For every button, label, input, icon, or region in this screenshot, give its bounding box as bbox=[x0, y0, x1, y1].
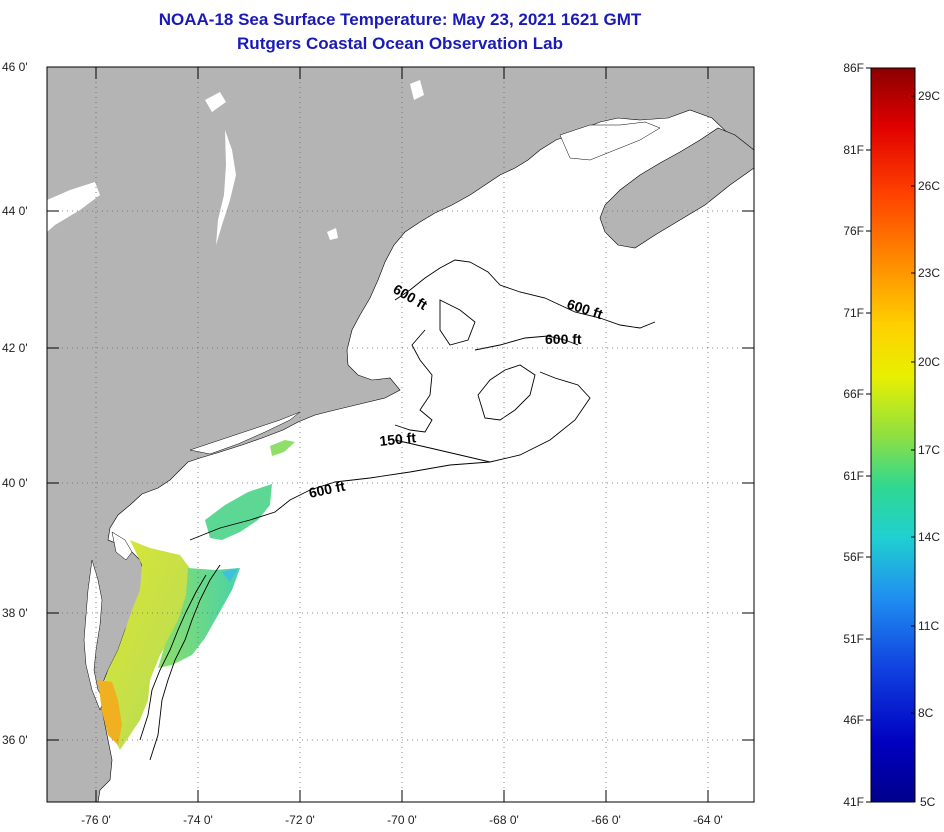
contour-shelf-edge-south bbox=[149, 564, 221, 761]
colorbar-fahrenheit-label: 81F bbox=[843, 143, 864, 157]
contour-600ft-south bbox=[189, 461, 491, 541]
colorbar-celsius-ticks bbox=[911, 95, 915, 714]
colorbar-fahrenheit-label: 66F bbox=[843, 387, 864, 401]
colorbar-ticks bbox=[866, 67, 871, 803]
land-mainland bbox=[47, 67, 754, 802]
lat-tick-label: 44 0' bbox=[2, 204, 28, 218]
colorbar-celsius-label: 29C bbox=[918, 89, 940, 103]
sst-swath-ny bbox=[270, 440, 295, 456]
lake-small-1 bbox=[205, 92, 226, 112]
colorbar-fahrenheit-label: 86F bbox=[843, 61, 864, 75]
bathymetry-contours bbox=[139, 259, 656, 761]
sst-swath-south bbox=[102, 540, 195, 750]
colorbar-celsius-label: 17C bbox=[918, 443, 940, 457]
axis-ticks bbox=[47, 67, 754, 802]
lon-tick-label: -66 0' bbox=[591, 813, 621, 827]
colorbar-celsius-label: 14C bbox=[918, 530, 940, 544]
lat-tick-label: 38 0' bbox=[2, 606, 28, 620]
lon-tick-label: -76 0' bbox=[81, 813, 111, 827]
lat-tick-label: 36 0' bbox=[2, 733, 28, 747]
contour-label-150ft: 150 ft bbox=[379, 429, 417, 449]
colorbar-fahrenheit-label: 61F bbox=[843, 469, 864, 483]
colorbar-fahrenheit-label: 46F bbox=[843, 713, 864, 727]
contour-label-georges-bank: 600 ft bbox=[545, 331, 582, 347]
sst-swath-cold-edge bbox=[222, 568, 238, 582]
contour-600ft-gulf bbox=[394, 259, 656, 329]
colorbar-celsius-label: 8C bbox=[918, 706, 934, 720]
colorbar-fahrenheit-label: 71F bbox=[843, 306, 864, 320]
contour-600ft-shelf bbox=[394, 371, 591, 463]
sst-swath-north bbox=[205, 484, 272, 540]
lon-tick-label: -68 0' bbox=[489, 813, 519, 827]
colorbar-fahrenheit-label: 41F bbox=[843, 795, 864, 809]
contour-gulf-basin bbox=[439, 299, 476, 346]
lake-champlain bbox=[216, 130, 236, 245]
long-island-sound bbox=[189, 411, 301, 455]
colorbar-celsius-label: 11C bbox=[918, 619, 939, 633]
colorbar-fahrenheit-label: 76F bbox=[843, 224, 864, 238]
colorbar-fahrenheit-label: 56F bbox=[843, 550, 864, 564]
lon-tick-label: -72 0' bbox=[285, 813, 315, 827]
map-frame bbox=[46, 66, 755, 803]
contour-shelf-inner bbox=[139, 574, 207, 741]
lake-small-2 bbox=[410, 80, 424, 100]
lon-tick-label: -70 0' bbox=[387, 813, 417, 827]
map-subtitle: Rutgers Coastal Ocean Observation Lab bbox=[237, 34, 563, 53]
lat-tick-label: 46 0' bbox=[2, 60, 28, 74]
sst-swath-mid bbox=[158, 568, 240, 668]
lon-tick-label: -74 0' bbox=[183, 813, 213, 827]
contour-600ft-georges bbox=[474, 335, 579, 351]
colorbar-celsius-label: 23C bbox=[918, 266, 940, 280]
lake-ontario-edge bbox=[47, 182, 100, 232]
colorbar-celsius-label: 26C bbox=[918, 179, 940, 193]
lat-tick-label: 42 0' bbox=[2, 341, 28, 355]
lat-tick-label: 40 0' bbox=[2, 476, 28, 490]
delaware-bay bbox=[111, 531, 133, 561]
colorbar-fahrenheit-label: 51F bbox=[843, 632, 864, 646]
lon-tick-label: -64 0' bbox=[693, 813, 723, 827]
temperature-colorbar bbox=[870, 67, 916, 803]
colorbar-celsius-label: 20C bbox=[918, 355, 940, 369]
bay-of-fundy bbox=[559, 121, 661, 161]
map-title: NOAA-18 Sea Surface Temperature: May 23,… bbox=[158, 10, 642, 29]
land-nova-scotia bbox=[599, 127, 754, 249]
contour-label-shelf-south: 600 ft bbox=[307, 478, 346, 501]
lake-small-3 bbox=[327, 228, 338, 240]
contour-georges-bank bbox=[477, 364, 536, 421]
colorbar-celsius-label: 5C bbox=[920, 795, 936, 809]
sst-swath-warm-patch bbox=[98, 680, 122, 745]
contour-150ft bbox=[394, 329, 433, 433]
